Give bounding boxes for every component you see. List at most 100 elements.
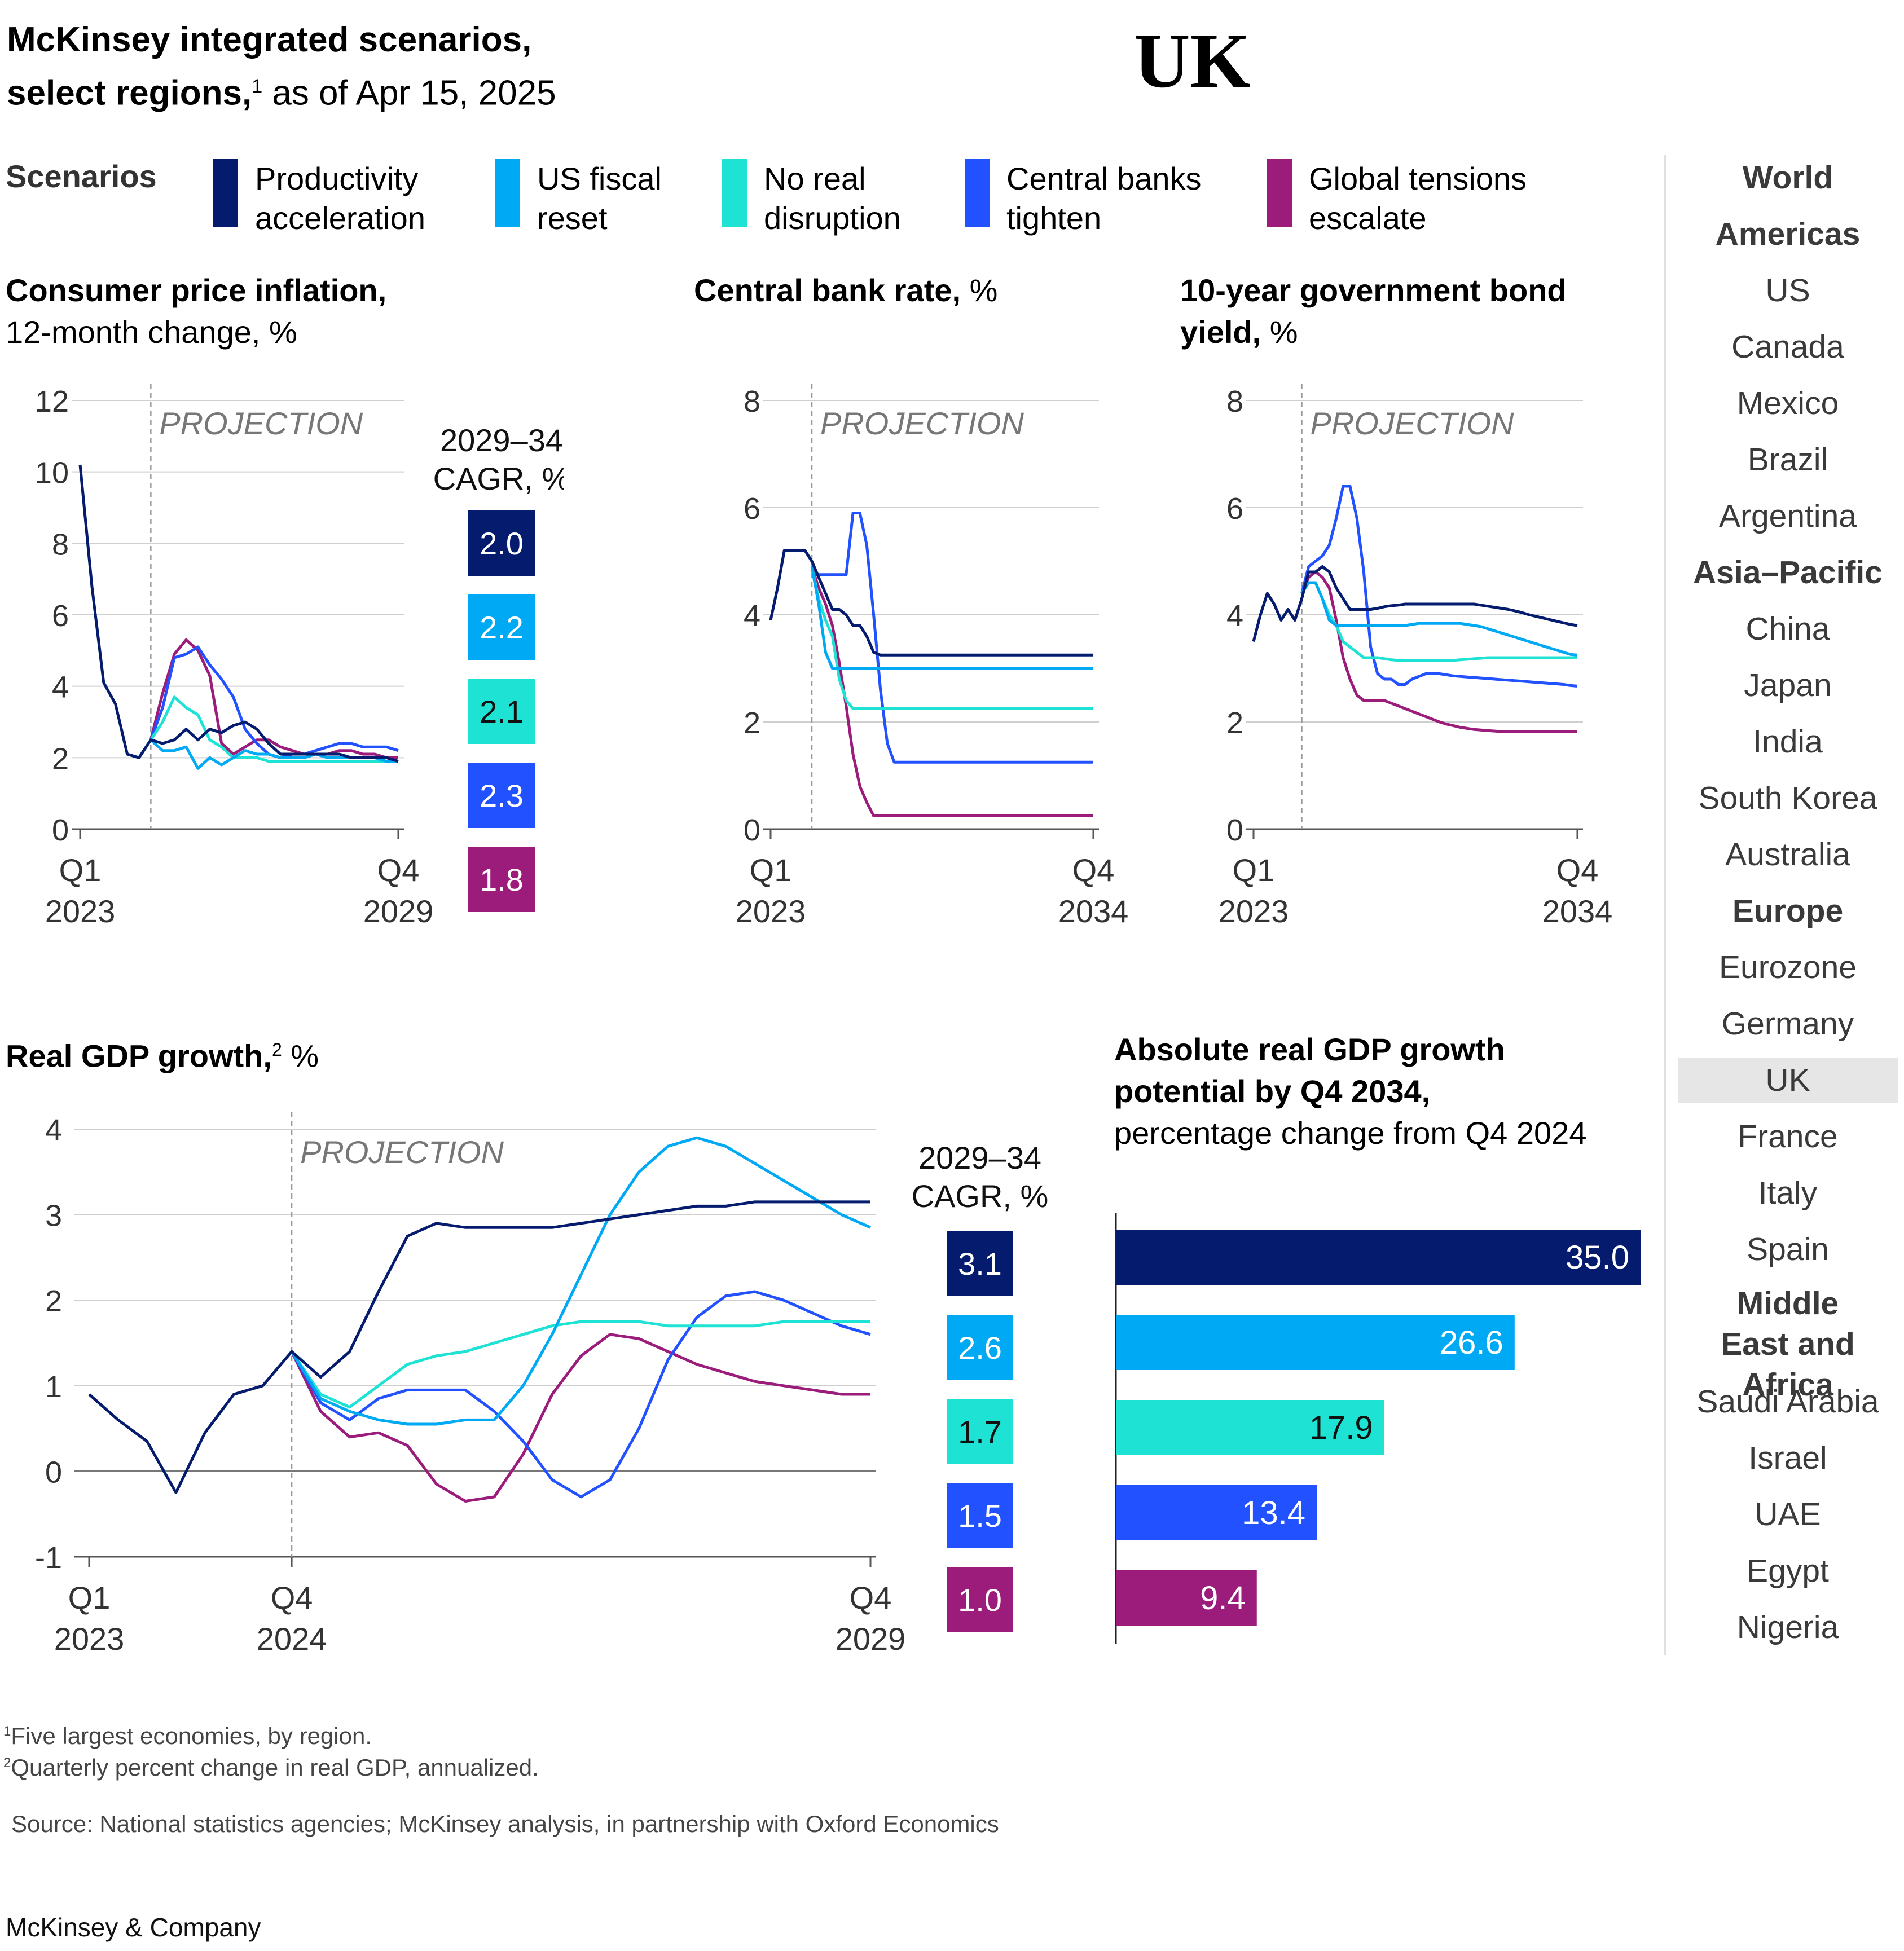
y-tick-label: 4	[744, 599, 760, 633]
series-line-5	[290, 1333, 870, 1503]
series-line-3	[291, 1320, 870, 1409]
y-tick-label: 4	[1226, 599, 1243, 633]
series-line-4	[290, 1290, 871, 1499]
x-tick-label: Q1	[59, 852, 102, 888]
cagr-header: CAGR, %	[912, 1178, 1049, 1214]
x-tick-label: 2023	[45, 893, 116, 929]
cagr-header: 2029–34	[440, 422, 563, 458]
nav-item-uk[interactable]: UK	[1678, 1058, 1898, 1103]
nav-item-brazil[interactable]: Brazil	[1747, 442, 1828, 478]
projection-label: PROJECTION	[300, 1134, 504, 1170]
nav-item-spain[interactable]: Spain	[1747, 1231, 1829, 1267]
nav-item-egypt[interactable]: Egypt	[1747, 1553, 1829, 1589]
series-line-4	[812, 512, 1093, 764]
x-tick-label: Q4	[377, 852, 420, 888]
cagr-header: CAGR, %	[433, 461, 564, 496]
region-nav: World Americas US Canada Mexico Brazil Argenti…	[1664, 155, 1903, 1655]
y-tick-label: 0	[52, 813, 69, 847]
nav-item-israel[interactable]: Israel	[1748, 1440, 1827, 1476]
nav-item-americas[interactable]: Americas	[1715, 216, 1861, 252]
x-tick-label: 2024	[257, 1621, 327, 1657]
series-line-1	[769, 549, 1093, 657]
series-line-3	[149, 695, 398, 763]
y-tick-label: 12	[35, 385, 69, 419]
y-tick-label: 10	[35, 456, 69, 490]
x-tick-label: Q4	[850, 1580, 892, 1615]
legend-item-global-tensions: Global tensions escalate	[1267, 159, 1527, 238]
y-tick-label: 8	[52, 527, 69, 561]
series-line-3	[1300, 581, 1577, 662]
chart-main-title: McKinsey integrated scenarios, select re…	[7, 20, 556, 113]
footnote-2: 2Quarterly percent change in real GDP, a…	[3, 1754, 539, 1781]
nav-item-middle-east-and-africa[interactable]: Middle East and Africa	[1721, 1285, 1855, 1403]
legend-swatch	[965, 159, 990, 227]
series-line-4	[149, 645, 399, 759]
nav-item-canada[interactable]: Canada	[1731, 329, 1844, 365]
y-tick-label: 4	[52, 671, 69, 704]
series-line-1	[78, 464, 399, 763]
y-tick-label: 6	[52, 599, 69, 633]
nav-item-eurozone[interactable]: Eurozone	[1718, 949, 1857, 985]
abs-gdp-bar-chart: 35.0 26.6 17.9 13.4 9.4	[1115, 1213, 1641, 1644]
bond-chart: 0 2 4 6 8 PROJECTION Q1 2023 Q4 2034	[1219, 384, 1613, 929]
y-tick-label: 2	[52, 742, 69, 776]
cagr-value: 1.8	[480, 862, 524, 897]
projection-label: PROJECTION	[159, 406, 363, 441]
y-tick-label: 1	[45, 1370, 62, 1404]
x-tick-label: 2023	[54, 1621, 125, 1657]
nav-item-china[interactable]: China	[1745, 611, 1830, 647]
bar	[1116, 1485, 1317, 1540]
cagr-box	[947, 1231, 1013, 1296]
cagr-box	[468, 847, 535, 912]
y-tick-label: -1	[35, 1541, 62, 1575]
nav-item-japan[interactable]: Japan	[1744, 667, 1832, 703]
y-tick-label: 2	[1226, 706, 1243, 740]
nav-item-us[interactable]: US	[1765, 272, 1810, 309]
bar-value-label: 35.0	[1566, 1239, 1629, 1276]
nav-item-nigeria[interactable]: Nigeria	[1736, 1609, 1839, 1645]
nav-item-argentina[interactable]: Argentina	[1718, 498, 1857, 534]
cagr-box	[947, 1567, 1013, 1632]
series-line-5	[810, 566, 1093, 817]
y-tick-label: 0	[1226, 813, 1243, 847]
source-note: Source: National statistics agencies; Mc…	[11, 1811, 999, 1837]
series-line-2	[1300, 581, 1578, 657]
nav-item-italy[interactable]: Italy	[1758, 1175, 1818, 1211]
bar-value-label: 26.6	[1440, 1324, 1503, 1361]
nav-item-mexico[interactable]: Mexico	[1736, 385, 1839, 421]
brand-logo-text: McKinsey & Company	[6, 1913, 261, 1942]
x-tick-label: 2023	[1219, 893, 1289, 929]
nav-item-australia[interactable]: Australia	[1725, 836, 1850, 873]
projection-label: PROJECTION	[820, 406, 1024, 441]
nav-item-asia-pacific[interactable]: Asia–Pacific	[1693, 554, 1883, 591]
cagr-box	[468, 679, 535, 744]
cagr-box	[947, 1399, 1013, 1464]
x-tick-label: Q4	[271, 1580, 313, 1615]
y-tick-label: 8	[744, 385, 760, 419]
x-tick-label: Q1	[750, 852, 792, 888]
bar	[1116, 1315, 1515, 1370]
cagr-box	[468, 763, 535, 828]
nav-item-europe[interactable]: Europe	[1732, 893, 1844, 929]
footnote-1: 1Five largest economies, by region.	[3, 1723, 372, 1749]
series-line-5	[1300, 570, 1577, 733]
y-tick-label: 2	[744, 706, 760, 740]
x-tick-label: 2034	[1542, 893, 1613, 929]
x-tick-label: Q4	[1072, 852, 1115, 888]
bar-value-label: 13.4	[1242, 1495, 1305, 1531]
nav-item-germany[interactable]: Germany	[1721, 1006, 1854, 1042]
series-line-1	[1252, 565, 1578, 642]
cagr-value: 1.7	[958, 1414, 1002, 1450]
projection-label: PROJECTION	[1310, 406, 1514, 441]
abs-gdp-title: Absolute real GDP growth potential by Q4 …	[1114, 1032, 1587, 1151]
nav-item-france[interactable]: France	[1738, 1118, 1838, 1155]
nav-item-uae[interactable]: UAE	[1755, 1496, 1821, 1532]
nav-item-world[interactable]: World	[1742, 160, 1833, 196]
nav-item-india[interactable]: India	[1753, 724, 1823, 760]
legend-label: Scenarios	[6, 158, 157, 194]
series-line-3	[810, 566, 1093, 710]
cagr-box	[468, 594, 535, 660]
nav-item-south-korea[interactable]: South Korea	[1698, 780, 1877, 816]
legend-item-productivity: Productivity acceleration	[213, 159, 425, 238]
nav-item-saudi-arabia[interactable]: Saudi Arabia	[1696, 1384, 1879, 1420]
